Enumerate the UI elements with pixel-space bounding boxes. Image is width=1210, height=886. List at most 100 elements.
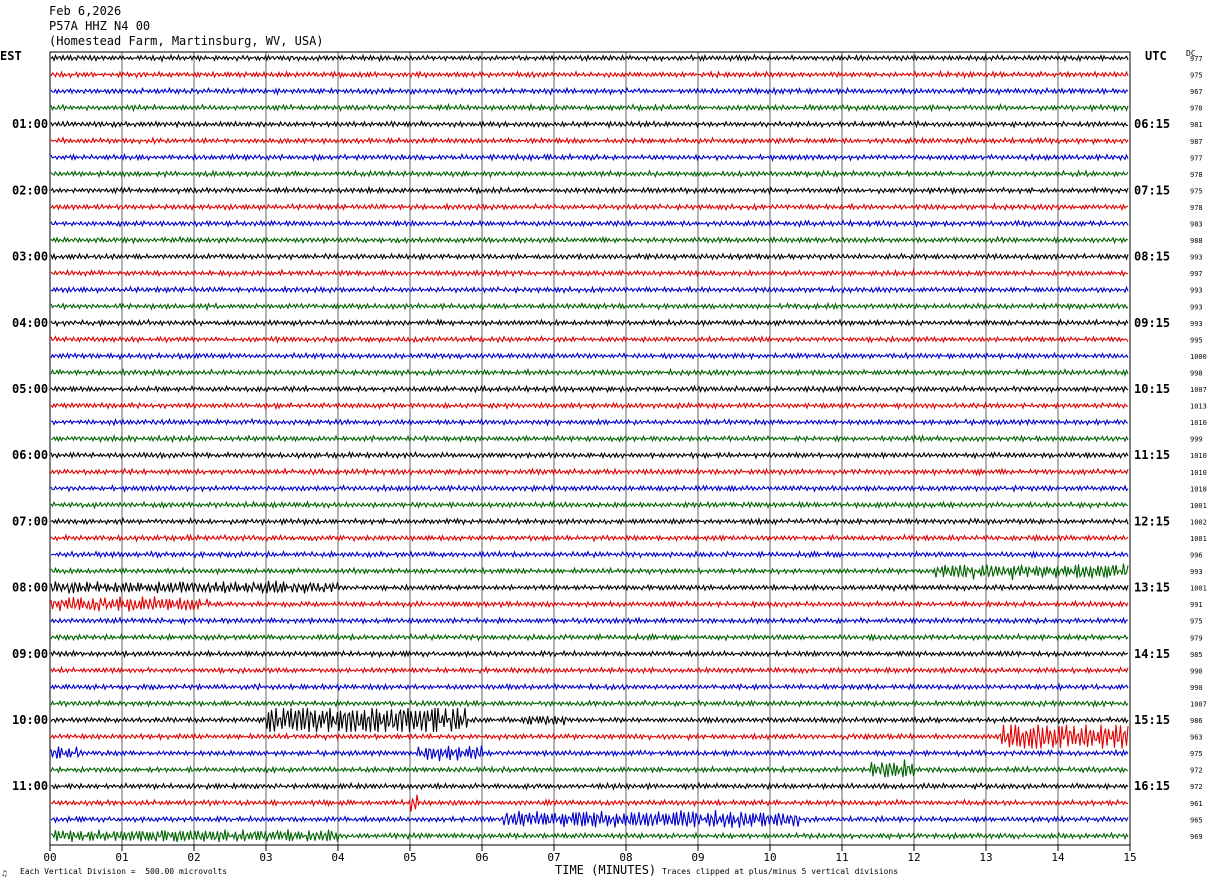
trace-row [50,829,1129,843]
header-station: P57A HHZ N4 00 [49,19,151,33]
left-hour-label: 11:00 [12,779,48,793]
x-tick-label: 14 [1051,851,1065,864]
dc-offset-label: 978 [1190,171,1203,179]
dc-offset-label: 1007 [1190,700,1207,708]
dc-offset-label: 1013 [1190,403,1207,411]
vertical-division-note: Each Vertical Division = 500.00 microvol… [20,867,228,876]
x-tick-label: 03 [259,851,272,864]
trace-row [50,707,1129,733]
trace-row [50,252,1129,262]
trace-row [50,745,1129,762]
trace-row [50,759,1129,778]
trace-row [50,450,1129,460]
right-hour-label: 07:15 [1134,183,1170,197]
x-tick-label: 00 [43,851,56,864]
right-hour-label: 09:15 [1134,316,1170,330]
trace-row [50,69,1129,80]
dc-offset-label: 1001 [1190,585,1207,593]
right-timezone-label: UTC [1145,49,1167,63]
trace-row [50,334,1129,344]
dc-offset-label: 990 [1190,667,1203,675]
dc-offset-label: 979 [1190,634,1203,642]
trace-row [50,86,1129,96]
dc-offset-label: 981 [1190,121,1203,129]
dc-offset-label: 1010 [1190,419,1207,427]
trace-row [50,616,1129,626]
dc-offset-label: 1001 [1190,502,1207,510]
x-tick-label: 07 [547,851,560,864]
dc-offset-label: 1010 [1190,469,1207,477]
dc-offset-label: 988 [1190,237,1203,245]
trace-row [50,467,1129,477]
dc-offset-label: 965 [1190,816,1203,824]
trace-row [50,351,1129,361]
trace-row [50,268,1128,278]
dc-offset-label: 1010 [1190,452,1207,460]
dc-offset-label: 990 [1190,684,1203,692]
dc-offset-label: 975 [1190,750,1203,758]
dc-offset-label: 975 [1190,72,1203,80]
trace-row [50,516,1129,527]
right-hour-label: 10:15 [1134,382,1170,396]
x-tick-label: 01 [115,851,128,864]
dc-offset-label: 963 [1190,734,1203,742]
trace-row [50,533,1129,543]
trace-row [50,384,1129,394]
trace-row [50,596,1129,612]
right-hour-label: 06:15 [1134,117,1170,131]
x-tick-label: 09 [691,851,704,864]
dc-offset-label: 970 [1190,105,1203,113]
trace-row [50,169,1129,179]
trace-row [50,185,1129,196]
left-hour-label: 03:00 [12,250,48,264]
right-hour-label: 16:15 [1134,779,1170,793]
x-axis-title: TIME (MINUTES) [555,863,657,877]
trace-row [50,682,1129,692]
left-hour-label: 05:00 [12,382,48,396]
trace-row [50,301,1129,312]
trace-row [50,202,1129,212]
x-tick-label: 05 [403,851,416,864]
left-hour-label: 09:00 [12,647,48,661]
dc-offset-label: 1000 [1190,353,1207,361]
left-hour-label: 06:00 [12,448,48,462]
left-hour-label: 01:00 [12,117,48,131]
trace-row [50,417,1129,427]
left-timezone-label: EST [0,49,22,63]
trace-row [50,119,1129,129]
trace-row [50,136,1129,146]
header-date: Feb 6,2026 [49,4,122,18]
x-tick-label: 02 [187,851,200,864]
dc-header: DC [1186,49,1196,58]
trace-row [50,218,1129,229]
dc-offset-label: 978 [1190,204,1203,212]
right-hour-label: 08:15 [1134,250,1170,264]
right-hour-label: 14:15 [1134,647,1170,661]
dc-offset-label: 1018 [1190,485,1207,493]
trace-row [50,549,1129,560]
trace-row [50,632,1129,642]
dc-offset-label: 1002 [1190,518,1207,526]
trace-row [50,699,1129,709]
x-tick-label: 10 [763,851,776,864]
right-hour-label: 13:15 [1134,581,1170,595]
dc-offset-label: 999 [1190,436,1203,444]
plot-frame [49,51,1131,846]
dc-offset-label: 972 [1190,767,1203,775]
dc-offset-label: 993 [1190,320,1203,328]
dc-offset-label: 972 [1190,783,1203,791]
x-tick-label: 12 [907,851,920,864]
dc-offset-label: 975 [1190,618,1203,626]
trace-row [50,152,1129,163]
x-tick-label: 04 [331,851,345,864]
dc-offset-label: 987 [1190,138,1203,146]
dc-offset-label: 961 [1190,800,1203,808]
dc-offset-label: 993 [1190,254,1203,262]
trace-row [50,284,1129,295]
right-hour-label: 12:15 [1134,514,1170,528]
left-hour-label: 02:00 [12,183,48,197]
trace-row [50,53,1129,63]
dc-offset-label: 993 [1190,287,1203,295]
right-hour-label: 11:15 [1134,448,1170,462]
